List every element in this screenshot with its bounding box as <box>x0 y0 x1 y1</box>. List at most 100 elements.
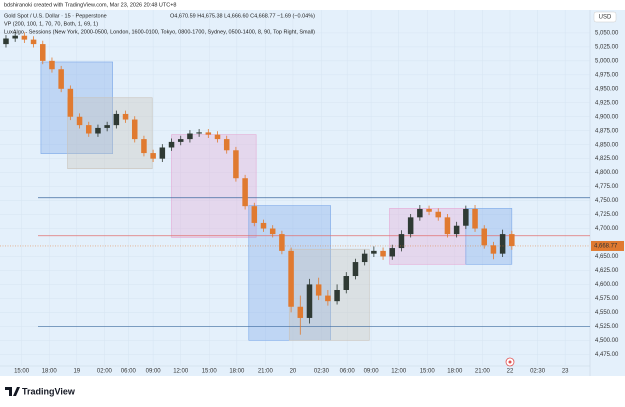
x-tick-label: 15:00 <box>202 369 218 375</box>
candle-body <box>472 208 478 229</box>
candle-body <box>481 228 487 246</box>
x-tick-label: 09:00 <box>364 369 380 375</box>
x-tick-label: 18:00 <box>447 369 463 375</box>
candle-body <box>334 289 340 302</box>
y-tick-label: 4,525.00 <box>595 324 619 330</box>
x-tick-label: 09:00 <box>146 369 162 375</box>
candle-body <box>104 125 110 128</box>
x-tick-label: 22 <box>507 369 514 375</box>
candle-body <box>21 35 28 40</box>
ohlc-text: O4,670.59 H4,675.38 L4,666.60 C4,668.77 … <box>170 13 315 19</box>
candle-body <box>288 250 294 307</box>
price-axis <box>590 10 625 376</box>
candle-body <box>58 69 64 89</box>
indicator: LuxAlgo - Sessions (New York, 2000-0500,… <box>4 29 315 35</box>
y-tick-label: 4,625.00 <box>595 268 619 274</box>
candle-body <box>371 250 377 254</box>
candle-body <box>95 127 101 134</box>
candle-body <box>407 217 414 235</box>
candle-body <box>113 113 120 126</box>
candle-body <box>269 228 276 235</box>
y-tick-label: 4,775.00 <box>595 184 619 190</box>
x-tick-label: 21:00 <box>258 369 274 375</box>
candle-body <box>85 125 92 134</box>
y-tick-label: 4,475.00 <box>595 352 619 358</box>
y-tick-label: 4,925.00 <box>595 100 619 106</box>
y-tick-label: 4,950.00 <box>595 86 619 92</box>
x-tick-label: 02:30 <box>530 369 546 375</box>
session-box <box>67 97 153 170</box>
x-tick-label: 21:00 <box>475 369 491 375</box>
y-tick-label: 4,550.00 <box>595 310 619 316</box>
candle-body <box>141 139 147 154</box>
x-tick-label: 06:00 <box>340 369 356 375</box>
x-tick-label: 18:00 <box>42 369 58 375</box>
candle-body <box>242 178 248 207</box>
symbol-title: Gold Spot / U.S. Dollar · 15 · Peppersto… <box>4 13 107 19</box>
candle-body <box>76 116 83 126</box>
y-tick-label: 4,900.00 <box>595 114 619 120</box>
candle-body <box>426 208 432 212</box>
y-tick-label: 4,825.00 <box>595 156 619 162</box>
candle-body <box>315 284 322 296</box>
candle-body <box>306 284 313 318</box>
x-tick-label: 15:00 <box>420 369 436 375</box>
candle-body <box>444 217 451 235</box>
session-box <box>40 61 113 154</box>
candle-body <box>352 262 359 277</box>
candle-body <box>131 119 138 140</box>
candle-body <box>343 276 350 290</box>
y-tick-label: 4,600.00 <box>595 282 619 288</box>
candle-body <box>417 208 423 218</box>
event-icon-dot <box>508 360 512 364</box>
plot-area <box>0 10 590 376</box>
candle-body <box>509 234 515 246</box>
candle-body <box>214 134 221 140</box>
session-box <box>171 134 257 238</box>
x-tick-label: 18:00 <box>229 369 245 375</box>
y-tick-label: 4,500.00 <box>595 338 619 344</box>
candle-body <box>67 88 74 117</box>
y-tick-label: 4,850.00 <box>595 142 619 148</box>
candle-body <box>196 132 202 134</box>
candle-body <box>168 141 175 148</box>
candle-body <box>187 133 193 140</box>
candle-body <box>177 139 184 142</box>
candle-body <box>49 60 55 70</box>
y-tick-label: 4,875.00 <box>595 128 619 134</box>
candle-body <box>3 38 9 45</box>
x-tick-label: 06:00 <box>121 369 137 375</box>
indicator: VP (200, 100, 1, 70, 70, Both, 1, 69, 1) <box>4 21 98 27</box>
y-tick-label: 4,750.00 <box>595 198 619 204</box>
candle-body <box>279 234 285 251</box>
x-tick-label: 15:00 <box>14 369 30 375</box>
candle-body <box>463 208 469 226</box>
candle-body <box>223 139 230 151</box>
logo: TradingView <box>5 386 76 396</box>
candle-body <box>389 248 396 257</box>
y-tick-label: 4,725.00 <box>595 212 619 218</box>
x-tick-label: 19 <box>73 369 80 375</box>
y-tick-label: 4,575.00 <box>595 296 619 302</box>
candle-body <box>260 222 267 229</box>
candle-body <box>233 150 239 179</box>
last-price-label: 4,668.77 <box>594 244 618 250</box>
candle-body <box>325 295 331 302</box>
candle-body <box>40 44 46 61</box>
y-tick-label: 5,025.00 <box>595 44 619 50</box>
candle-body <box>361 253 368 263</box>
logo-mark <box>5 387 20 396</box>
x-tick-label: 12:00 <box>391 369 407 375</box>
last-price-box <box>591 240 624 251</box>
candle-body <box>251 206 258 223</box>
candle-body <box>150 153 156 159</box>
brand: TradingView <box>22 386 76 396</box>
x-tick-label: 02:00 <box>97 369 113 375</box>
currency-box[interactable] <box>593 11 617 23</box>
currency[interactable]: USD <box>599 15 612 21</box>
x-tick-label: 23 <box>562 369 569 375</box>
candle-body <box>159 147 166 159</box>
candle-body <box>398 234 405 249</box>
